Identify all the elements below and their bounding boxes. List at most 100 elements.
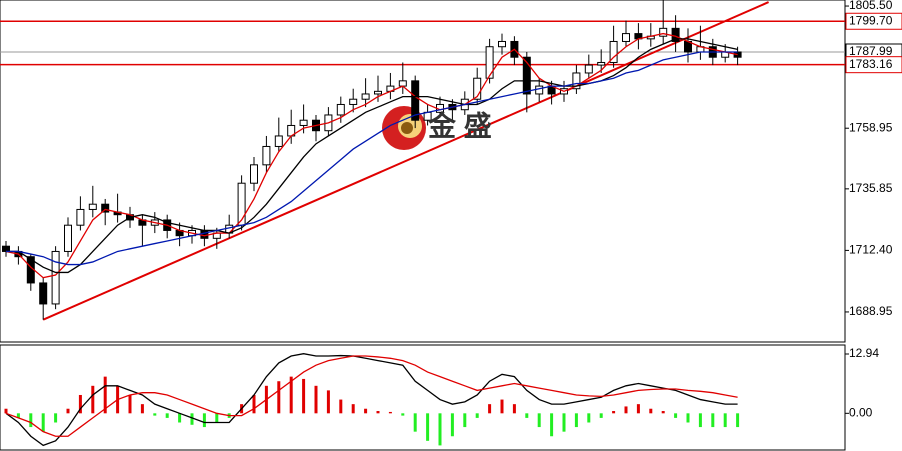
histogram-bar [463,413,467,428]
candle-body [64,224,72,252]
histogram-bar [599,413,603,418]
histogram-bar [54,413,58,423]
line [5,353,738,447]
candle-body [622,33,630,42]
histogram-bar [500,399,504,414]
histogram-bar [723,413,727,428]
histogram-bar [215,413,219,423]
line [5,355,738,437]
histogram-bar [178,413,182,423]
candle-body [262,145,271,166]
histogram-bar [314,385,318,414]
histogram-bar [289,376,293,414]
candle-body [274,135,283,147]
histogram-bar [488,404,492,414]
level-box [845,56,902,74]
candle-body [535,85,544,95]
candle-body [473,77,482,100]
y-tick-label: 0.00 [849,405,873,419]
histogram-bar [698,413,702,428]
histogram-bar [612,411,616,414]
histogram-bar [4,408,8,414]
candle-body [485,46,494,79]
y-tick-label: 1688.95 [849,304,893,318]
candle-body [374,90,382,95]
histogram-bar [450,413,454,437]
histogram-bar [711,413,715,428]
histogram-bar [16,413,20,418]
histogram-bar [426,413,430,441]
candle-body [572,72,581,90]
histogram-bar [661,411,665,414]
histogram-bar [413,413,417,432]
line [6,51,738,266]
histogram-bar [140,404,144,414]
level-label: 1783.16 [849,57,893,71]
candle-body [76,208,85,226]
candle-body [51,250,60,305]
candle-body [659,27,668,37]
level-box [845,12,902,30]
histogram-bar [326,390,330,414]
histogram-bar [202,413,206,428]
histogram-bar [674,413,678,418]
trend-line [42,1,770,321]
histogram-bar [302,378,306,414]
candle-body [101,203,110,213]
candle-body [39,282,48,305]
histogram-bar [376,411,380,414]
histogram-bar [525,413,529,418]
candle-body [411,80,420,121]
candle-body [584,64,593,74]
macd-panel [0,344,846,451]
candle-body [2,245,10,252]
histogram-bar [624,406,628,414]
candle-body [522,56,531,95]
candle-body [88,203,97,210]
histogram-bar [128,394,132,414]
histogram-bar [351,404,355,414]
level-label: 1799.70 [849,13,893,27]
logo [382,106,426,150]
line [5,32,738,279]
histogram-bar [475,413,479,418]
candle-body [597,61,606,66]
histogram-bar [165,413,169,418]
histogram-bar [438,413,442,446]
histogram-bar [91,385,95,414]
y-tick-label: 1712.40 [849,243,893,257]
histogram-bar [388,411,392,414]
histogram-bar [339,399,343,414]
candle-body [398,80,407,87]
y-tick-label: 12.94 [849,346,879,360]
candle-body [609,40,618,63]
level-label: 1787.99 [849,44,893,58]
histogram-bar [66,408,70,414]
candle-body [498,40,506,48]
histogram-bar [550,413,554,437]
histogram-bar [153,413,157,416]
candle-body [336,103,345,116]
histogram-bar [574,413,578,428]
histogram-bar [364,408,368,414]
histogram-bar [401,413,405,416]
histogram-bar [686,413,690,423]
line [6,38,738,274]
histogram-bar [736,413,740,428]
histogram-bar [78,394,82,414]
candle-body [299,119,308,126]
histogram-bar [537,413,541,428]
price-panel [0,0,846,343]
y-tick-label: 1735.85 [849,181,893,195]
candle-body [250,164,258,184]
candle-body [361,93,370,100]
candle-body [200,229,209,239]
histogram-bar [29,413,33,428]
watermark: 金 盛 [427,109,492,141]
histogram-bar [512,404,516,414]
histogram-bar [103,376,107,414]
histogram-bar [41,413,45,432]
y-tick-label: 1758.95 [849,120,893,134]
histogram-bar [649,408,653,414]
